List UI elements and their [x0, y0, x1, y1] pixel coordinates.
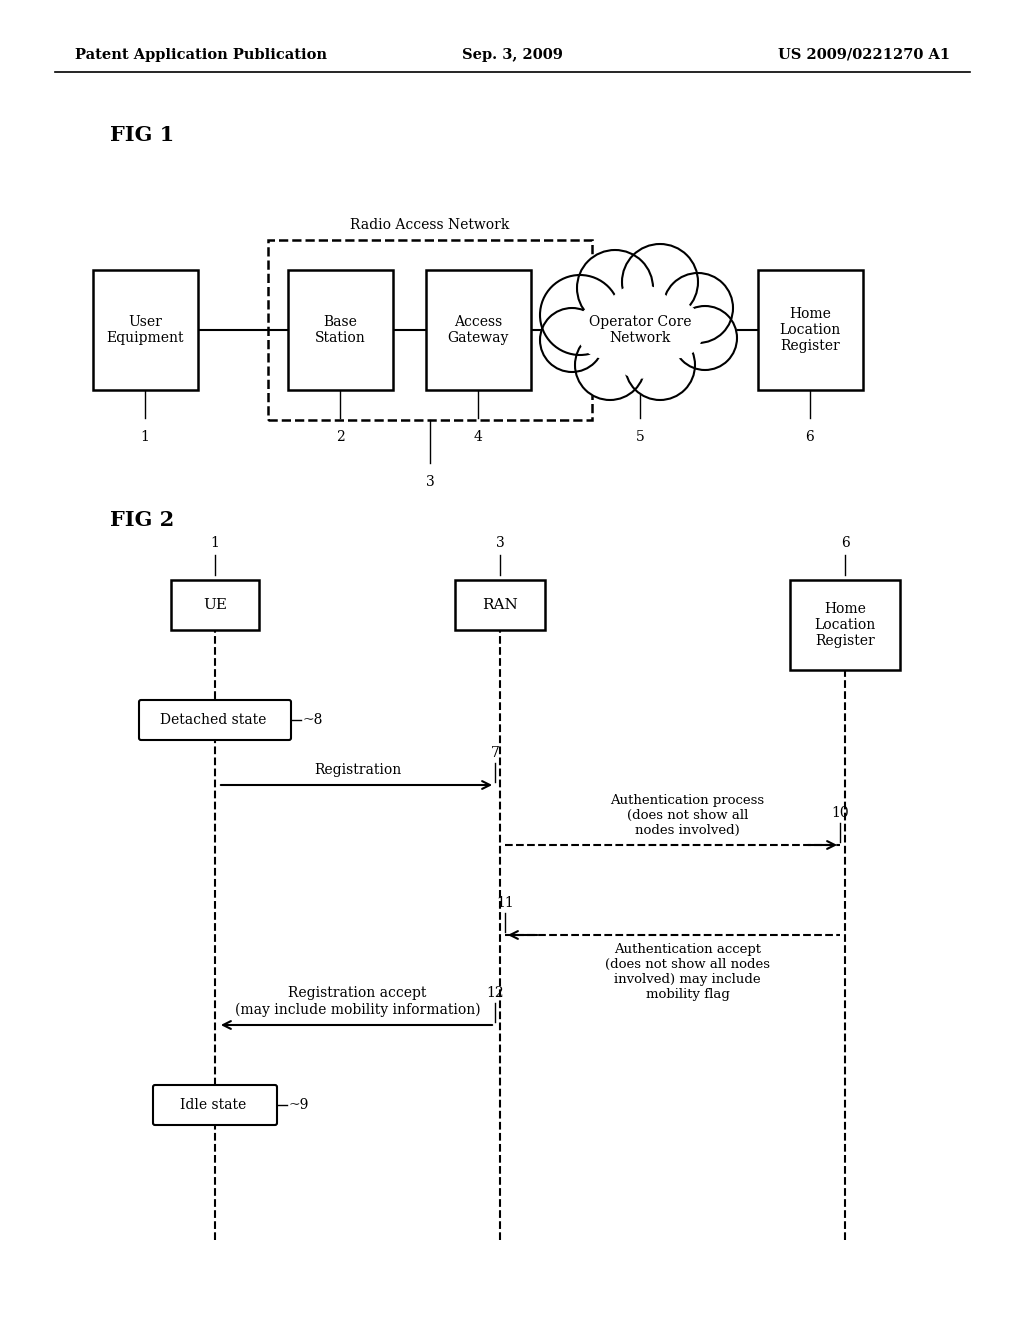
Bar: [790, 579, 900, 671]
Text: 1: 1: [140, 430, 150, 444]
Text: 6: 6: [806, 430, 814, 444]
Bar: [268, 240, 592, 420]
Text: UE: UE: [203, 598, 227, 612]
Text: FIG 1: FIG 1: [110, 125, 174, 145]
Text: 7: 7: [490, 746, 500, 760]
Circle shape: [540, 308, 604, 372]
Text: 3: 3: [496, 536, 505, 550]
Text: 4: 4: [473, 430, 482, 444]
Text: FIG 2: FIG 2: [110, 510, 174, 531]
Circle shape: [625, 330, 695, 400]
Text: RAN: RAN: [482, 598, 518, 612]
Circle shape: [575, 330, 645, 400]
Text: Registration accept
(may include mobility information): Registration accept (may include mobilit…: [234, 986, 480, 1016]
Text: US 2009/0221270 A1: US 2009/0221270 A1: [778, 48, 950, 62]
Circle shape: [673, 306, 737, 370]
Bar: [288, 271, 392, 389]
Text: Base
Station: Base Station: [314, 315, 366, 345]
Bar: [455, 579, 545, 630]
Text: Idle state: Idle state: [180, 1098, 246, 1111]
Text: Detached state: Detached state: [160, 713, 266, 727]
Circle shape: [622, 244, 698, 319]
Text: 5: 5: [636, 430, 644, 444]
Text: 12: 12: [486, 986, 504, 1001]
Text: Authentication accept
(does not show all nodes
involved) may include
mobility fl: Authentication accept (does not show all…: [605, 942, 770, 1001]
FancyBboxPatch shape: [153, 1085, 278, 1125]
FancyBboxPatch shape: [139, 700, 291, 741]
Bar: [758, 271, 862, 389]
Text: ~9: ~9: [289, 1098, 309, 1111]
Text: 3: 3: [426, 475, 434, 488]
Text: Authentication process
(does not show all
nodes involved): Authentication process (does not show al…: [610, 795, 765, 837]
Text: 10: 10: [831, 807, 849, 820]
Text: 2: 2: [336, 430, 344, 444]
Text: Home
Location
Register: Home Location Register: [779, 306, 841, 354]
Circle shape: [540, 275, 620, 355]
Text: ~8: ~8: [303, 713, 324, 727]
Text: 11: 11: [496, 896, 514, 909]
Bar: [426, 271, 530, 389]
Circle shape: [647, 302, 703, 358]
Text: Home
Location
Register: Home Location Register: [814, 602, 876, 648]
Text: 1: 1: [211, 536, 219, 550]
Bar: [92, 271, 198, 389]
Text: Operator Core
Network: Operator Core Network: [589, 315, 691, 345]
Text: User
Equipment: User Equipment: [106, 315, 183, 345]
Circle shape: [612, 322, 668, 378]
Text: Registration: Registration: [314, 763, 401, 777]
Circle shape: [663, 273, 733, 343]
Circle shape: [577, 249, 653, 326]
Text: Sep. 3, 2009: Sep. 3, 2009: [462, 48, 562, 62]
Bar: [171, 579, 259, 630]
Text: Access
Gateway: Access Gateway: [447, 315, 509, 345]
Circle shape: [577, 302, 633, 358]
Circle shape: [605, 285, 675, 355]
Text: Radio Access Network: Radio Access Network: [350, 218, 510, 232]
Text: 6: 6: [841, 536, 849, 550]
Text: Patent Application Publication: Patent Application Publication: [75, 48, 327, 62]
